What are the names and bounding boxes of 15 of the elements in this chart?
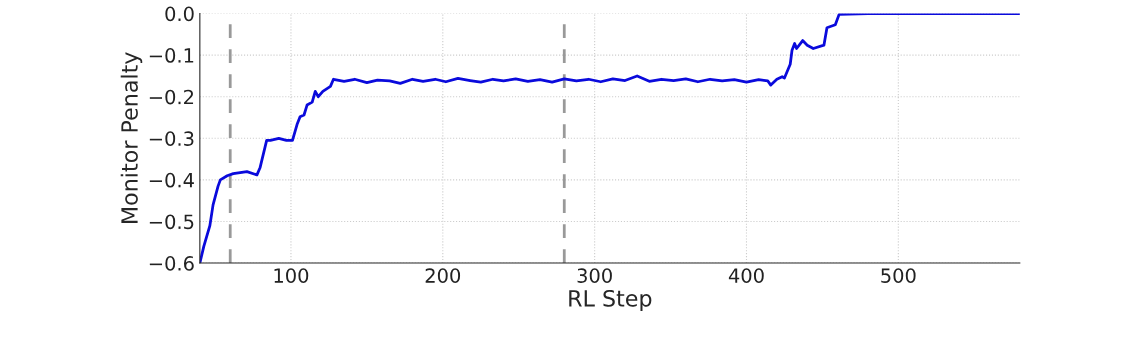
y-tick-label: −0.4 — [149, 172, 194, 188]
y-tick-label: 0.0 — [165, 6, 194, 22]
y-tick-label: −0.6 — [149, 256, 194, 271]
y-tick-label: −0.1 — [149, 48, 194, 63]
line-series — [199, 13, 1020, 264]
x-tick-label: 200 — [425, 268, 461, 283]
x-tick-label: 100 — [274, 268, 309, 283]
y-tick-label: −0.2 — [149, 89, 194, 105]
x-tick-label: 500 — [881, 268, 916, 283]
y-axis-title: Monitor Penalty — [120, 52, 143, 223]
x-tick-label: 300 — [577, 268, 612, 283]
x-axis-title: RL Step — [569, 289, 652, 312]
x-tick-label: 400 — [728, 268, 764, 283]
y-tick-label: −0.3 — [149, 131, 194, 146]
y-tick-label: −0.5 — [149, 214, 194, 230]
